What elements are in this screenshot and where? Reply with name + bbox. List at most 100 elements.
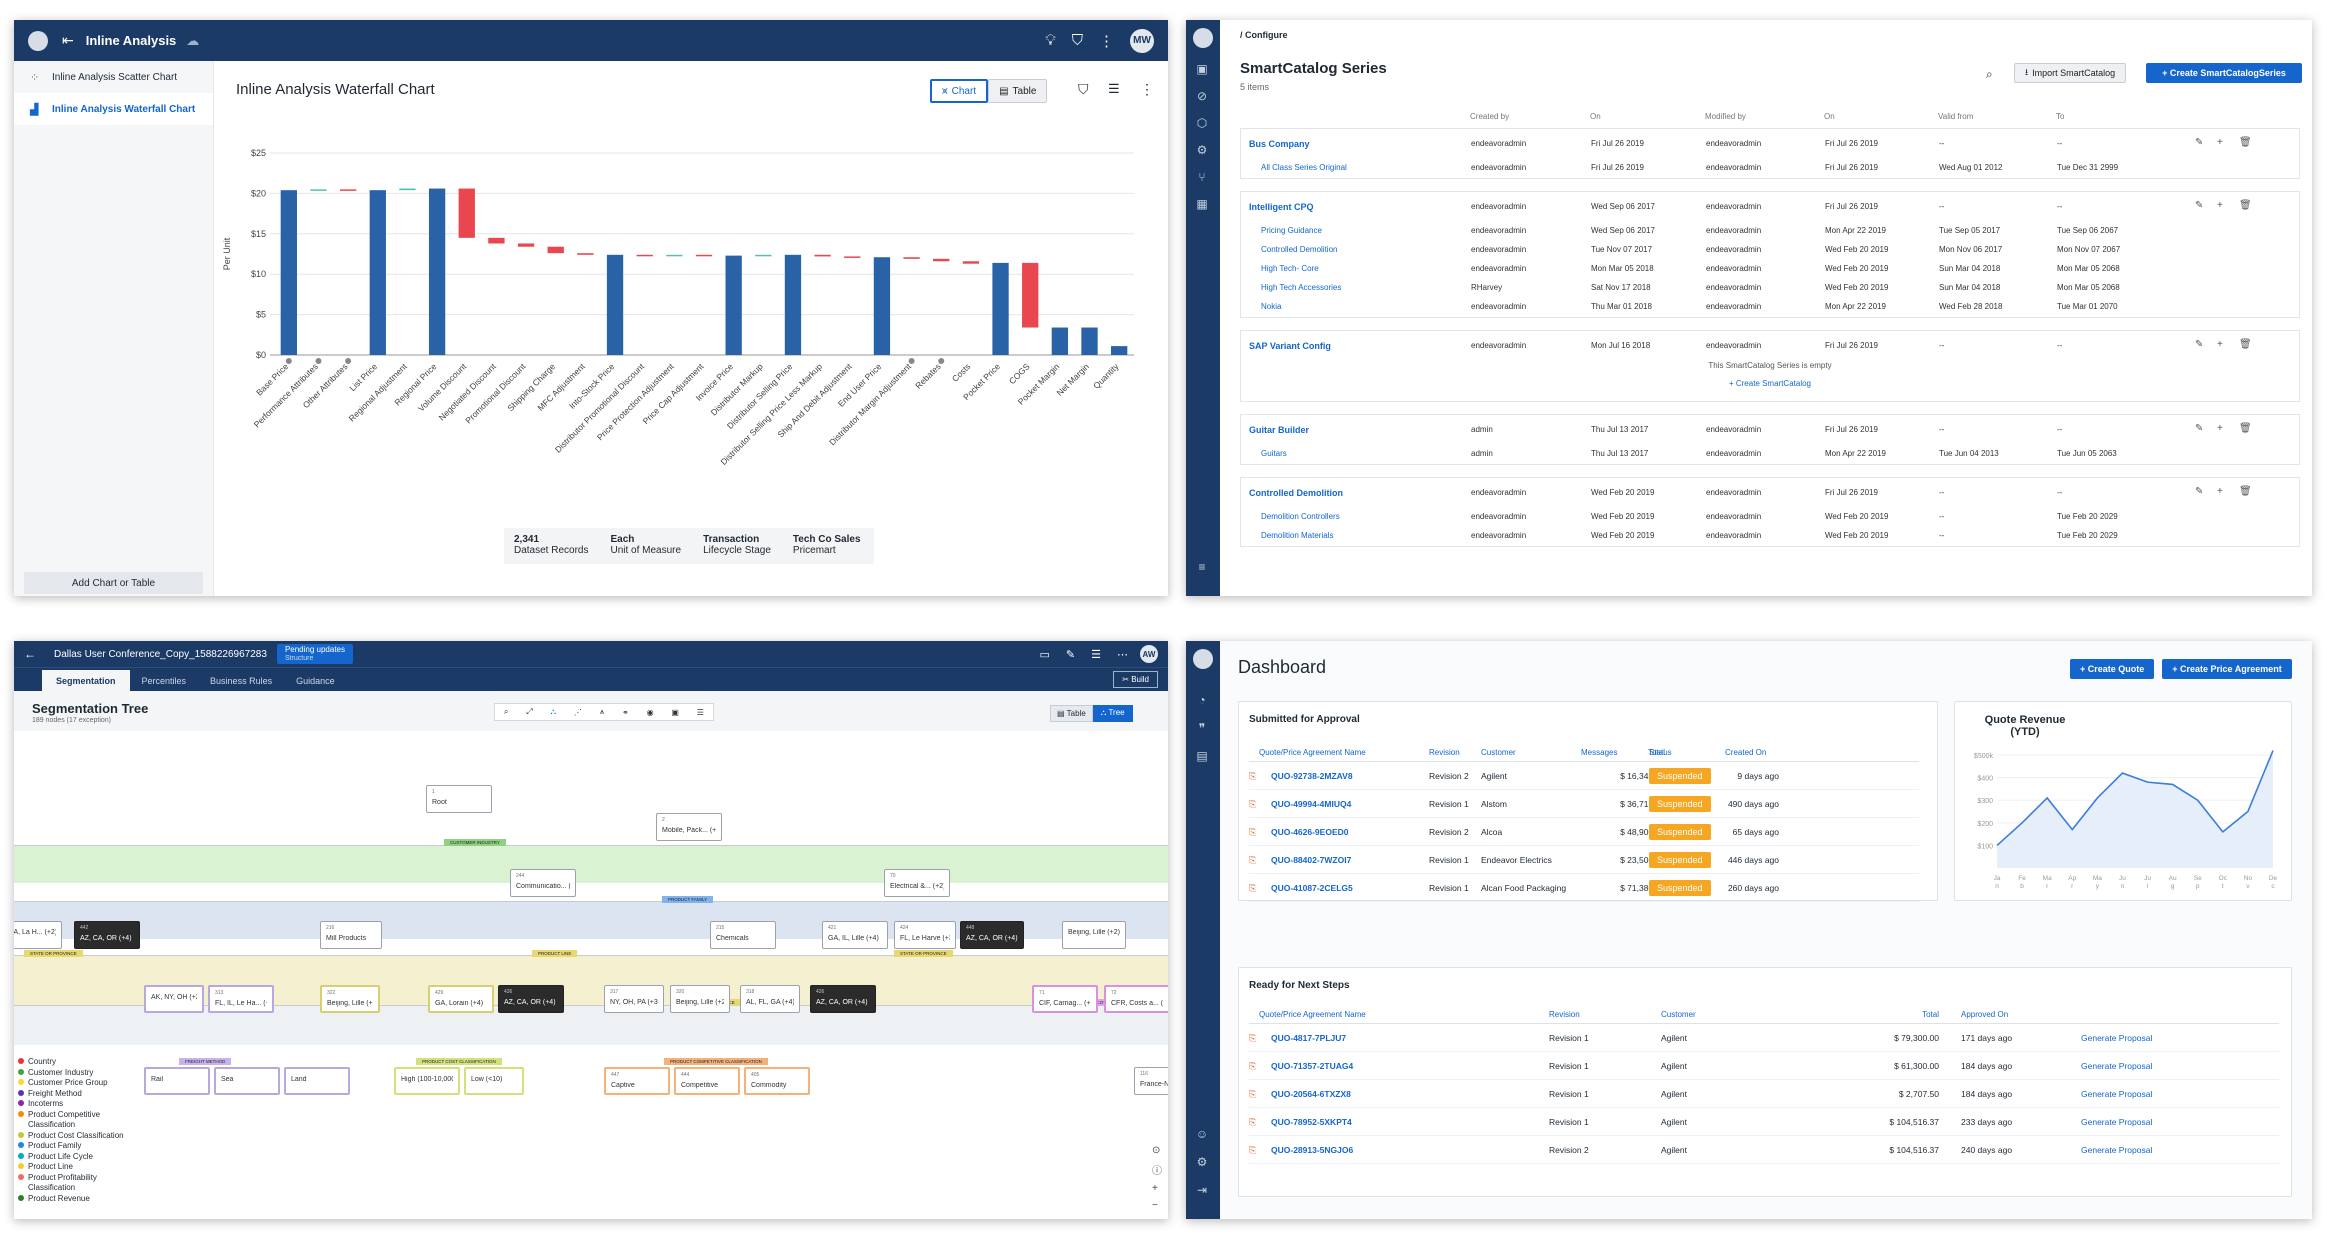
document-icon[interactable]: ▤ bbox=[1196, 749, 1208, 763]
quote-link[interactable]: QUO-78952-5XKPT4 bbox=[1271, 1117, 1352, 1127]
waterfall-bar[interactable] bbox=[1022, 262, 1039, 328]
back-icon[interactable]: ⇤ bbox=[62, 32, 74, 48]
table-toggle-button[interactable]: ▤ Table bbox=[988, 79, 1048, 103]
home-icon[interactable]: ▣ bbox=[1196, 62, 1208, 76]
more-icon[interactable]: ⋮ bbox=[1140, 81, 1154, 97]
split-icon[interactable]: ⩚ bbox=[599, 707, 605, 716]
column-header[interactable]: Status bbox=[1649, 748, 1672, 757]
catalog-name[interactable]: Demolition Controllers bbox=[1261, 512, 1340, 521]
catalog-name[interactable]: Controlled Demolition bbox=[1261, 245, 1338, 254]
tree-node[interactable]: High (100-10,000... (+2) bbox=[394, 1067, 460, 1095]
waterfall-bar[interactable] bbox=[962, 261, 980, 264]
expand-marker[interactable] bbox=[315, 358, 322, 364]
build-button[interactable]: ✂ Build bbox=[1113, 671, 1158, 688]
edit-icon[interactable]: ✎ bbox=[1065, 648, 1076, 661]
waterfall-bar[interactable] bbox=[310, 189, 327, 191]
catalog-name[interactable]: Demolition Materials bbox=[1261, 531, 1334, 540]
column-header[interactable]: Revision bbox=[1429, 748, 1460, 757]
quote-link[interactable]: QUO-92738-2MZAV8 bbox=[1271, 771, 1353, 781]
expand-icon[interactable]: ⤢ bbox=[526, 707, 533, 716]
series-name[interactable]: Controlled Demolition bbox=[1249, 488, 1343, 498]
pending-updates-badge[interactable]: Pending updates Structure bbox=[276, 644, 353, 664]
delete-icon[interactable]: 🗑︎ bbox=[2239, 200, 2252, 211]
edit-icon[interactable]: ✎ bbox=[2195, 423, 2204, 434]
delete-icon[interactable]: 🗑︎ bbox=[2239, 423, 2252, 434]
lightbulb-icon[interactable]: 💡︎ bbox=[1045, 32, 1056, 49]
compass-icon[interactable]: ⊘ bbox=[1196, 89, 1208, 103]
app-logo[interactable] bbox=[28, 30, 48, 51]
series-row[interactable]: Intelligent CPQ endeavoradmin Wed Sep 06 2… bbox=[1241, 192, 2299, 220]
waterfall-bar[interactable] bbox=[1051, 327, 1069, 355]
add-icon[interactable]: + bbox=[2217, 486, 2223, 497]
edit-icon[interactable]: ✎ bbox=[2195, 339, 2204, 350]
catalog-name[interactable]: Nokia bbox=[1261, 302, 1282, 311]
tree-node[interactable]: 2 Mobile, Pack... (+2) bbox=[656, 813, 722, 841]
tree-node[interactable]: 447 Captive bbox=[604, 1067, 670, 1095]
waterfall-bar[interactable] bbox=[369, 190, 386, 355]
column-header[interactable]: Customer bbox=[1661, 1010, 1696, 1019]
waterfall-bar[interactable] bbox=[606, 254, 624, 355]
waterfall-bar[interactable] bbox=[755, 254, 772, 257]
tree-view-button[interactable]: ⛬ Tree bbox=[1092, 705, 1133, 722]
series-name[interactable]: Intelligent CPQ bbox=[1249, 202, 1314, 212]
waterfall-bar[interactable] bbox=[339, 189, 357, 191]
table-row[interactable]: ⎘ QUO-78952-5XKPT4 Revision 1 Agilent $ 104,… bbox=[1249, 1108, 2279, 1136]
quote-link[interactable]: QUO-4817-7PLJU7 bbox=[1271, 1033, 1347, 1043]
more-icon[interactable]: ⋯ bbox=[1117, 648, 1128, 661]
generate-proposal-link[interactable]: Generate Proposal bbox=[2081, 1117, 2153, 1127]
tab-segmentation[interactable]: Segmentation bbox=[42, 670, 130, 691]
generate-proposal-link[interactable]: Generate Proposal bbox=[2081, 1145, 2153, 1155]
tree-node[interactable]: 436 AZ, CA, OR (+4) bbox=[498, 985, 564, 1013]
column-header[interactable]: Quote/Price Agreement Name bbox=[1259, 748, 1366, 757]
column-header[interactable]: Total bbox=[1922, 1010, 1939, 1019]
edit-icon[interactable]: ✎ bbox=[2195, 200, 2204, 211]
table-row[interactable]: ⎘ QUO-88402-7WZOI7 Revision 1 Endeavor Elec… bbox=[1249, 846, 1919, 874]
catalog-row[interactable]: High Tech Accessories RHarvey Sat Nov 17 2… bbox=[1241, 277, 2299, 296]
info-icon[interactable]: ⓘ bbox=[1152, 1166, 1162, 1177]
table-row[interactable]: ⎘ QUO-4626-9EOED0 Revision 2 Alcoa $ 48,900.… bbox=[1249, 818, 1919, 846]
tree-node[interactable]: 216 Mill Products bbox=[320, 921, 382, 949]
quote-link[interactable]: QUO-41087-2CELG5 bbox=[1271, 883, 1353, 893]
tree-node[interactable]: 313 FL, IL, Le Ha... (+3) bbox=[208, 985, 274, 1013]
palette-icon[interactable]: ◉ bbox=[646, 707, 654, 717]
generate-proposal-link[interactable]: Generate Proposal bbox=[2081, 1033, 2153, 1043]
waterfall-bar[interactable] bbox=[725, 255, 742, 355]
generate-proposal-link[interactable]: Generate Proposal bbox=[2081, 1061, 2153, 1071]
avatar[interactable]: AW bbox=[1140, 645, 1158, 663]
list-icon[interactable]: ☰ bbox=[696, 707, 704, 717]
generate-proposal-link[interactable]: Generate Proposal bbox=[2081, 1089, 2153, 1099]
waterfall-bar[interactable] bbox=[1111, 346, 1128, 355]
tree-node[interactable]: 405 Commodity bbox=[744, 1067, 810, 1095]
delete-icon[interactable]: 🗑︎ bbox=[2239, 137, 2252, 148]
menu-icon[interactable]: ≡ bbox=[1198, 560, 1206, 574]
tree-node[interactable]: 448 AZ, CA, OR (+4) bbox=[960, 921, 1024, 949]
catalog-name[interactable]: High Tech- Core bbox=[1261, 264, 1319, 273]
waterfall-bar[interactable] bbox=[636, 254, 653, 257]
table-row[interactable]: ⎘ QUO-49994-4MIUQ4 Revision 1 Alstom $ 36,71… bbox=[1249, 790, 1919, 818]
catalog-name[interactable]: Guitars bbox=[1261, 449, 1287, 458]
table-view-button[interactable]: ▤ Table bbox=[1050, 705, 1093, 722]
waterfall-bar[interactable] bbox=[814, 254, 831, 257]
delete-icon[interactable]: 🗑︎ bbox=[2239, 339, 2252, 350]
waterfall-bar[interactable] bbox=[784, 254, 802, 355]
tree-node[interactable]: 70 Electrical &... (+2) bbox=[884, 869, 950, 897]
catalog-row[interactable]: Controlled Demolition endeavoradmin Tue No… bbox=[1241, 239, 2299, 258]
tree-node[interactable]: Low (<10) bbox=[464, 1067, 524, 1095]
column-header[interactable]: Revision bbox=[1549, 1010, 1580, 1019]
waterfall-bar[interactable] bbox=[695, 254, 713, 257]
catalog-icon[interactable]: ▦ bbox=[1196, 197, 1208, 211]
series-name[interactable]: SAP Variant Config bbox=[1249, 341, 1331, 351]
table-row[interactable]: ⎘ QUO-41087-2CELG5 Revision 1 Alcan Food Pa… bbox=[1249, 874, 1919, 902]
delete-icon[interactable]: 🗑︎ bbox=[2239, 486, 2252, 497]
list-icon[interactable]: ☰ bbox=[1091, 648, 1101, 661]
column-header[interactable]: Messages bbox=[1581, 748, 1618, 757]
column-header[interactable]: Customer bbox=[1481, 748, 1516, 757]
series-name[interactable]: Bus Company bbox=[1249, 139, 1310, 149]
settings-sliders-icon[interactable]: ☰ bbox=[1108, 81, 1120, 96]
save-icon[interactable]: ▭ bbox=[1039, 648, 1050, 661]
column-header[interactable]: Created On bbox=[1725, 748, 1767, 757]
import-smartcatalog-button[interactable]: ⭳ Import SmartCatalog bbox=[2014, 63, 2127, 83]
tree-node[interactable]: 318 AL, FL, GA (+4) bbox=[740, 985, 800, 1013]
expand-marker[interactable] bbox=[938, 358, 945, 364]
catalog-row[interactable]: Demolition Materials endeavoradmin Wed Feb… bbox=[1241, 525, 2299, 544]
